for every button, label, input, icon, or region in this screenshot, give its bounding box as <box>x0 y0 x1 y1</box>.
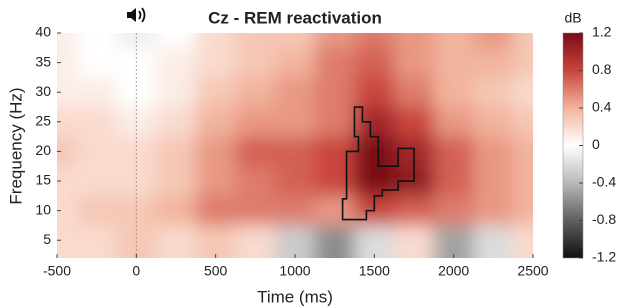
heatmap-cell <box>77 0 117 48</box>
heatmap-cell <box>394 196 434 226</box>
heatmap-cell <box>77 107 117 137</box>
heatmap-cell <box>156 107 196 137</box>
heatmap-cell <box>236 48 276 78</box>
heatmap-cell <box>275 77 315 107</box>
heatmap <box>0 0 593 285</box>
heatmap-cell <box>196 107 236 137</box>
colorbar-label: dB <box>564 10 581 26</box>
heatmap-cell <box>77 48 117 78</box>
heatmap-cell <box>474 107 514 137</box>
heatmap-cell <box>474 225 514 285</box>
heatmap-cell <box>434 107 474 137</box>
heatmap-cell <box>156 48 196 78</box>
x-tick-label: 500 <box>204 263 228 279</box>
heatmap-cell <box>236 196 276 226</box>
heatmap-cell <box>394 48 434 78</box>
heatmap-cell <box>434 77 474 107</box>
y-tick-label: 40 <box>35 24 51 40</box>
heatmap-cell <box>315 77 355 107</box>
heatmap-cell <box>77 77 117 107</box>
colorbar-tick-label: 0 <box>592 136 600 152</box>
heatmap-cell <box>77 137 117 167</box>
colorbar-tick-label: 0.8 <box>592 61 612 77</box>
heatmap-area <box>0 0 593 285</box>
heatmap-cell <box>434 166 474 196</box>
x-tick-label: 2500 <box>517 263 548 279</box>
heatmap-cell <box>236 166 276 196</box>
heatmap-cell <box>196 77 236 107</box>
heatmap-cell <box>275 137 315 167</box>
heatmap-cell <box>156 77 196 107</box>
heatmap-cell <box>355 107 395 137</box>
y-tick-label: 25 <box>35 113 51 129</box>
heatmap-cell <box>77 225 117 285</box>
heatmap-cell <box>275 196 315 226</box>
colorbar-tick-label: -1.2 <box>592 249 616 265</box>
heatmap-cell <box>434 196 474 226</box>
heatmap-cell <box>156 225 196 285</box>
heatmap-cell <box>315 225 355 285</box>
heatmap-cell <box>315 166 355 196</box>
colorbar-tick-label: 0.4 <box>592 99 612 115</box>
heatmap-cell <box>434 0 474 48</box>
heatmap-cell <box>156 0 196 48</box>
heatmap-cell <box>474 137 514 167</box>
heatmap-cell <box>156 137 196 167</box>
heatmap-cell <box>196 196 236 226</box>
y-tick-label: 30 <box>35 83 51 99</box>
heatmap-cell <box>77 166 117 196</box>
heatmap-cell <box>355 137 395 167</box>
y-tick-label: 10 <box>35 201 51 217</box>
heatmap-cell <box>315 48 355 78</box>
y-tick-label: 5 <box>43 231 51 247</box>
heatmap-cell <box>474 77 514 107</box>
heatmap-cell <box>474 196 514 226</box>
x-tick-label: 2000 <box>438 263 469 279</box>
heatmap-cell <box>474 0 514 48</box>
heatmap-cell <box>156 196 196 226</box>
heatmap-cell <box>77 196 117 226</box>
heatmap-cell <box>355 77 395 107</box>
heatmap-cell <box>196 48 236 78</box>
y-tick-label: 15 <box>35 172 51 188</box>
heatmap-cell <box>236 77 276 107</box>
colorbar-tick-label: -0.8 <box>592 211 616 227</box>
heatmap-cell <box>355 48 395 78</box>
heatmap-cell <box>474 48 514 78</box>
colorbar-tick-label: 1.2 <box>592 24 612 40</box>
heatmap-cell <box>275 107 315 137</box>
heatmap-cell <box>434 48 474 78</box>
x-tick-label: -500 <box>43 263 71 279</box>
heatmap-cell <box>236 225 276 285</box>
chart-title: Cz - REM reactivation <box>208 8 382 27</box>
x-tick-label: 0 <box>132 263 140 279</box>
sound-icon <box>127 8 145 22</box>
y-tick-label: 35 <box>35 53 51 69</box>
y-tick-label: 20 <box>35 142 51 158</box>
x-axis-label: Time (ms) <box>257 287 333 306</box>
y-axis-label: Frequency (Hz) <box>6 87 25 204</box>
heatmap-cell <box>394 225 434 285</box>
heatmap-cell <box>394 107 434 137</box>
x-tick-label: 1000 <box>279 263 310 279</box>
heatmap-cell <box>394 77 434 107</box>
heatmap-cell <box>394 0 434 48</box>
x-tick-label: 1500 <box>359 263 390 279</box>
heatmap-cell <box>196 166 236 196</box>
heatmap-cell <box>315 107 355 137</box>
colorbar-tick-label: -0.4 <box>592 174 616 190</box>
heatmap-cell <box>315 196 355 226</box>
heatmap-cell <box>275 48 315 78</box>
heatmap-cell <box>355 166 395 196</box>
heatmap-cell <box>236 107 276 137</box>
heatmap-cell <box>434 137 474 167</box>
heatmap-cell <box>474 166 514 196</box>
heatmap-cell <box>196 137 236 167</box>
heatmap-cell <box>236 137 276 167</box>
chart: Cz - REM reactivation Time (ms) Frequenc… <box>0 0 617 308</box>
heatmap-cell <box>156 166 196 196</box>
heatmap-cell <box>275 166 315 196</box>
